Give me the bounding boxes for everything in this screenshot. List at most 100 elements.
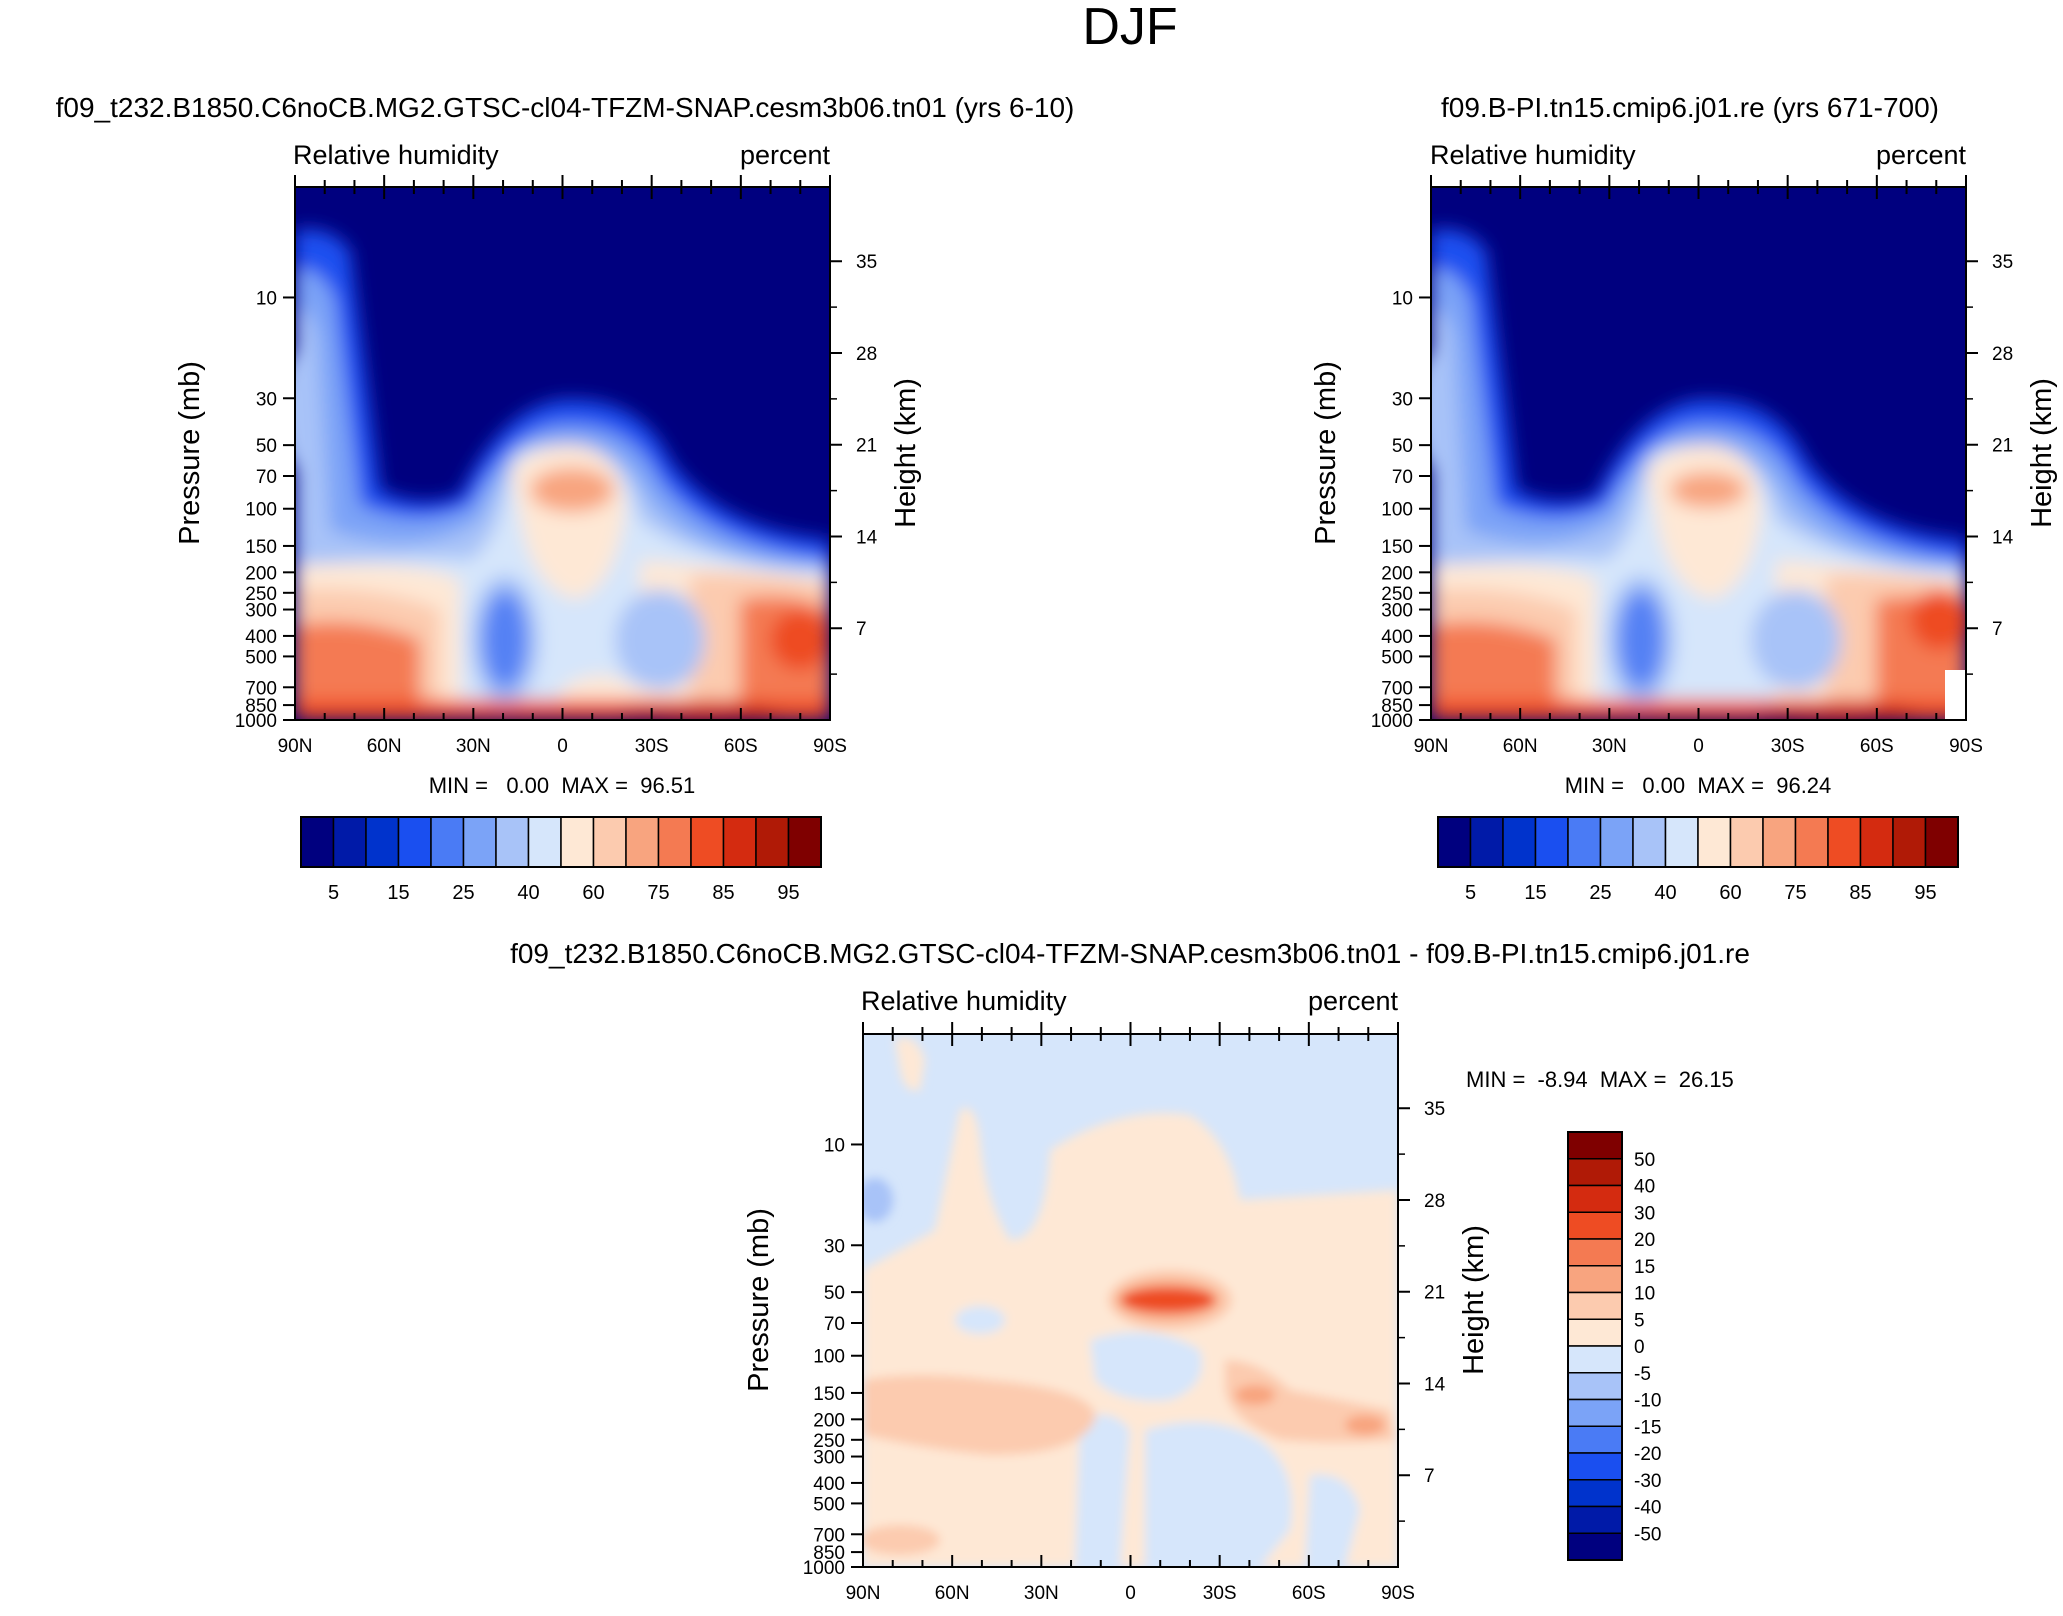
y2-tick-label: 21 [1992, 436, 2013, 457]
panel-diff-y2label: Height (km) [1458, 1225, 1490, 1375]
colorbar-swatch [1567, 1372, 1623, 1401]
panel-left-contour-field [295, 187, 830, 720]
y-tick-label: 1000 [235, 711, 277, 732]
colorbar-swatch [365, 816, 400, 868]
colorbar-swatch [495, 816, 530, 868]
y-tick-label: 30 [824, 1236, 845, 1257]
y-tick-label: 400 [245, 627, 277, 648]
y-tick-label: 10 [256, 288, 277, 309]
y-tick-label: 1000 [803, 1558, 845, 1579]
y-tick-label: 1000 [1371, 711, 1413, 732]
panel-right-title: f09.B-PI.tn15.cmip6.j01.re (yrs 671-700) [1441, 92, 1939, 123]
page-title: DJF [1082, 0, 1177, 56]
y-tick-label: 250 [245, 584, 277, 605]
panel-diff-title: f09_t232.B1850.C6noCB.MG2.GTSC-cl04-TFZM… [510, 938, 1750, 969]
panel-left-axes: 90N 60N 30N 0 30S 60S 90S103050701001502002503… [235, 175, 878, 757]
colorbar-swatch [1697, 816, 1732, 868]
colorbar-label: 15 [1524, 882, 1546, 904]
y2-tick-label: 21 [856, 436, 877, 457]
y-tick-label: 700 [813, 1525, 845, 1546]
colorbar-label: 10 [1634, 1284, 1655, 1305]
colorbar-label: -30 [1634, 1471, 1661, 1492]
colorbar-frame [1437, 816, 1959, 868]
panel-left-ylabel: Pressure (mb) [174, 361, 206, 545]
colorbar-label: 85 [712, 882, 734, 904]
x-tick-label: 90N [846, 1583, 881, 1604]
y-tick-label: 850 [1381, 696, 1413, 717]
colorbar-label: 60 [582, 882, 604, 904]
colorbar-swatch [1664, 816, 1699, 868]
y2-tick-label: 35 [1424, 1099, 1445, 1120]
y-tick-label: 150 [245, 537, 277, 558]
y2-tick-label: 35 [1992, 252, 2013, 273]
y2-tick-label: 28 [856, 344, 877, 365]
colorbar-swatch [332, 816, 367, 868]
x-tick-label: 60N [935, 1583, 970, 1604]
panel-left-title: f09_t232.B1850.C6noCB.MG2.GTSC-cl04-TFZM… [56, 92, 1075, 123]
panel-diff: f09_t232.B1850.C6noCB.MG2.GTSC-cl04-TFZM… [510, 938, 1750, 1604]
colorbar-label: 60 [1719, 882, 1741, 904]
colorbar-label: 40 [1634, 1177, 1655, 1198]
x-tick-label: 0 [557, 736, 568, 757]
y-tick-label: 400 [813, 1474, 845, 1495]
y-tick-label: 10 [824, 1135, 845, 1156]
colorbar-swatch [462, 816, 497, 868]
y2-tick-label: 28 [1992, 344, 2013, 365]
y-tick-label: 250 [813, 1431, 845, 1452]
colorbar-swatch [430, 816, 465, 868]
y-tick-label: 100 [1381, 500, 1413, 521]
panel-diff-units: percent [1308, 986, 1399, 1016]
y-tick-label: 300 [245, 601, 277, 622]
colorbar-label: -10 [1634, 1391, 1661, 1412]
panel-diff-ylabel: Pressure (mb) [743, 1208, 775, 1392]
y-tick-label: 400 [1381, 627, 1413, 648]
panel-left-units: percent [740, 140, 831, 170]
y-tick-label: 100 [245, 500, 277, 521]
y2-tick-label: 35 [856, 252, 877, 273]
y-tick-label: 850 [245, 696, 277, 717]
colorbar-label: 95 [1914, 882, 1936, 904]
y-tick-label: 50 [824, 1283, 845, 1304]
panel-right-units: percent [1876, 140, 1967, 170]
x-tick-label: 30S [1203, 1583, 1237, 1604]
y-tick-label: 10 [1392, 288, 1413, 309]
y2-tick-label: 7 [1424, 1466, 1435, 1487]
colorbar-swatch [1534, 816, 1569, 868]
y-tick-label: 300 [1381, 601, 1413, 622]
colorbar-swatch [1762, 816, 1797, 868]
x-tick-label: 90S [1381, 1583, 1415, 1604]
x-tick-label: 90N [278, 736, 313, 757]
colorbar-label: 30 [1634, 1203, 1655, 1224]
colorbar-swatch [657, 816, 692, 868]
colorbar-label: 25 [1589, 882, 1611, 904]
panel-left-minmax: MIN = 0.00 MAX = 96.51 [429, 773, 696, 798]
colorbar-label: 5 [1465, 882, 1476, 904]
colorbar-label: -20 [1634, 1444, 1661, 1465]
panel-right-variable: Relative humidity [1430, 140, 1636, 170]
colorbar-swatch [787, 816, 822, 868]
panel-right-axes: 90N 60N 30N 0 30S 60S 90S103050701001502002503… [1371, 175, 2014, 757]
y2-tick-label: 28 [1424, 1191, 1445, 1212]
panel-left-y2label: Height (km) [890, 378, 922, 528]
colorbar-swatch [1794, 816, 1829, 868]
y-tick-label: 200 [1381, 563, 1413, 584]
colorbar-swatch [1567, 1291, 1623, 1320]
y-tick-label: 150 [813, 1384, 845, 1405]
panel-right: f09.B-PI.tn15.cmip6.j01.re (yrs 671-700)… [1310, 92, 2058, 904]
x-tick-label: 60S [1860, 736, 1894, 757]
colorbar-label: 0 [1634, 1337, 1645, 1358]
y2-tick-label: 14 [1992, 527, 2014, 548]
colorbar-label: 25 [452, 882, 474, 904]
panel-diff-variable: Relative humidity [861, 986, 1067, 1016]
colorbar-label: 75 [647, 882, 669, 904]
colorbar-swatch [1567, 1318, 1623, 1347]
y-tick-label: 500 [245, 647, 277, 668]
y-tick-label: 70 [824, 1314, 845, 1335]
colorbar-label: -40 [1634, 1498, 1661, 1519]
y-tick-label: 500 [813, 1494, 845, 1515]
y-tick-label: 50 [256, 436, 277, 457]
colorbar-label: 15 [1634, 1257, 1655, 1278]
x-tick-label: 30N [1592, 736, 1627, 757]
x-tick-label: 60S [724, 736, 758, 757]
